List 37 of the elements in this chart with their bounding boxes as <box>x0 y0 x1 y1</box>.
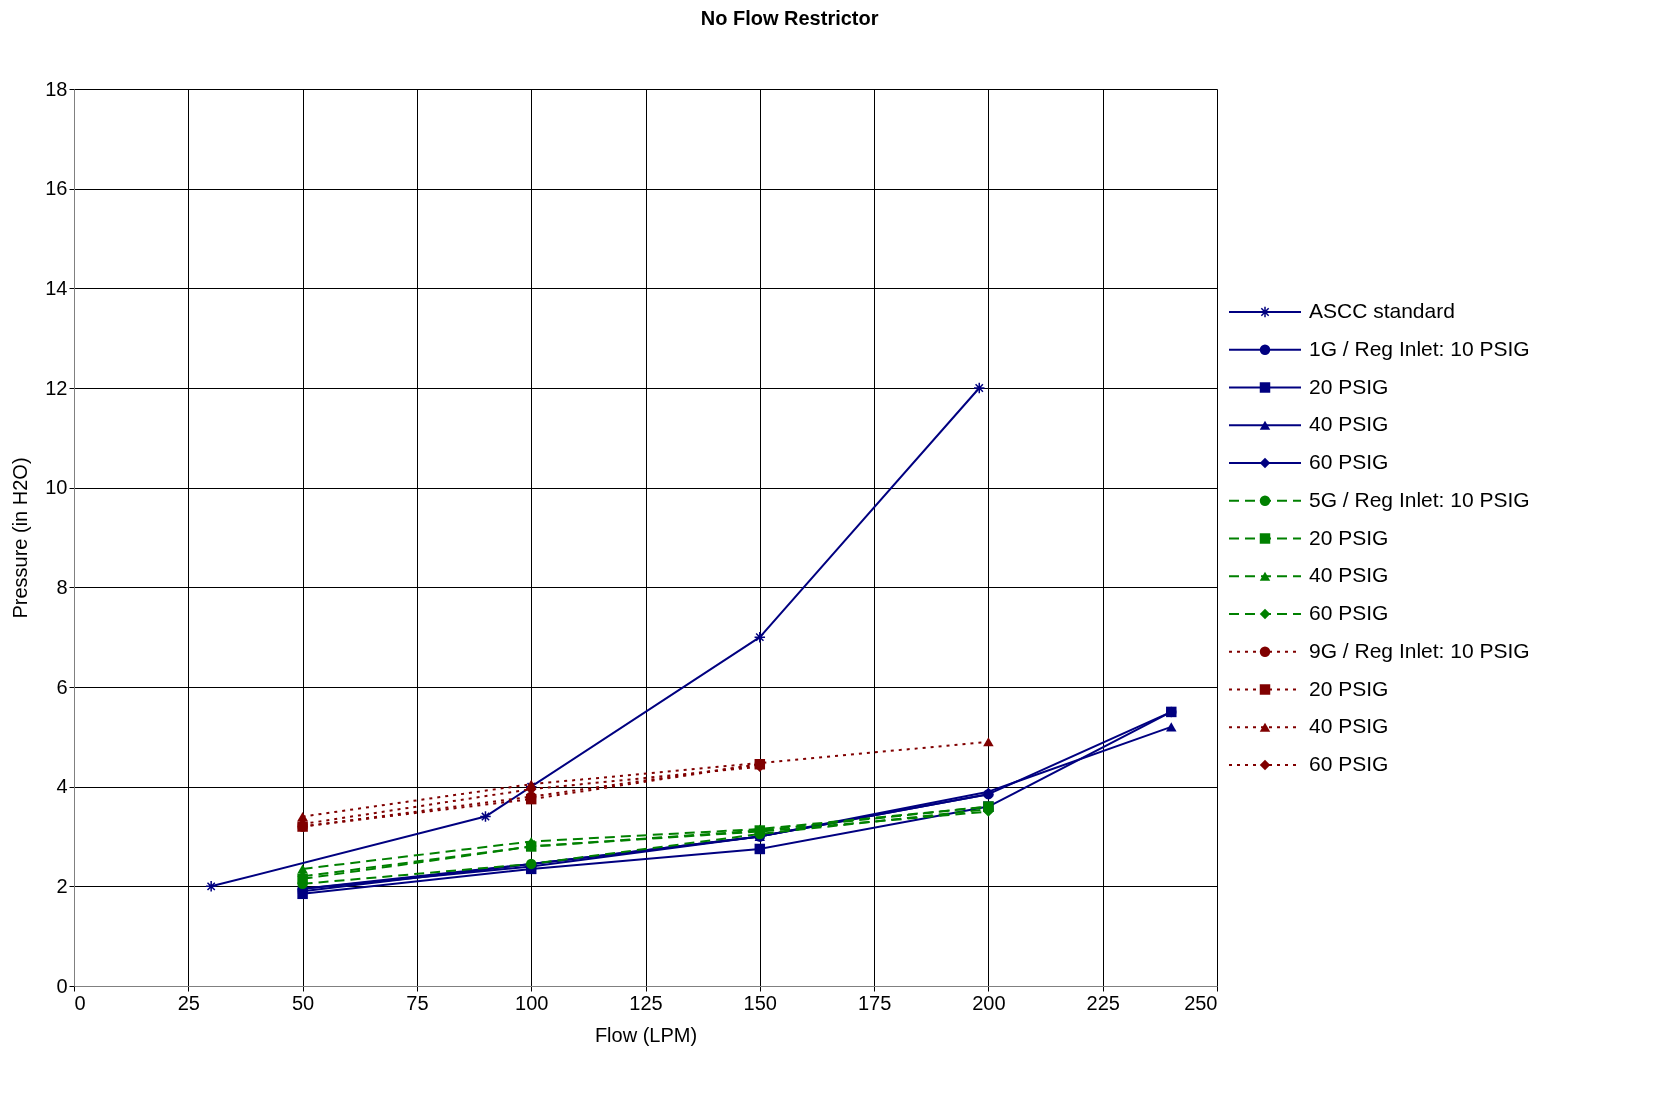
x-tick-label: 200 <box>972 991 1006 1014</box>
y-tick-label: 6 <box>56 675 68 698</box>
x-tick-label: 100 <box>515 991 549 1014</box>
x-tick-label: 150 <box>743 991 777 1014</box>
x-tick-label: 250 <box>1184 991 1218 1014</box>
y-tick-label: 12 <box>45 376 68 399</box>
x-tick-label: 0 <box>74 991 86 1014</box>
legend-label: 40 PSIG <box>1309 412 1389 436</box>
y-tick-label: 4 <box>56 775 68 798</box>
legend-label: 40 PSIG <box>1309 563 1389 587</box>
x-tick-label: 125 <box>629 991 663 1014</box>
legend-label: 60 PSIG <box>1309 450 1389 473</box>
legend-label: 20 PSIG <box>1309 525 1389 549</box>
legend-label: 20 PSIG <box>1309 676 1389 700</box>
y-tick-label: 8 <box>56 575 68 598</box>
legend-label: 1G / Reg Inlet: 10 PSIG <box>1309 336 1530 360</box>
legend-label: 60 PSIG <box>1309 752 1389 775</box>
y-tick-label: 10 <box>45 476 68 499</box>
chart-title: No Flow Restrictor <box>700 6 879 29</box>
y-tick-label: 14 <box>45 276 68 299</box>
legend-label: 5G / Reg Inlet: 10 PSIG <box>1309 487 1530 511</box>
y-tick-label: 2 <box>56 874 68 897</box>
x-tick-label: 225 <box>1086 991 1120 1014</box>
x-tick-label: 175 <box>857 991 892 1014</box>
x-tick-label: 25 <box>177 991 200 1014</box>
y-tick-label: 16 <box>45 177 68 200</box>
legend-label: 9G / Reg Inlet: 10 PSIG <box>1309 638 1530 662</box>
x-tick-label: 50 <box>291 991 315 1014</box>
x-axis-title: Flow (LPM) <box>594 1023 698 1046</box>
x-tick-label: 75 <box>406 991 429 1014</box>
y-axis-title: Pressure (in H2O) <box>9 457 32 619</box>
legend-label: 40 PSIG <box>1309 714 1389 738</box>
legend-label: ASCC standard <box>1309 299 1455 322</box>
legend-label: 20 PSIG <box>1309 374 1389 398</box>
y-tick-label: 0 <box>56 974 68 997</box>
legend-label: 60 PSIG <box>1309 601 1389 624</box>
y-tick-label: 18 <box>45 77 68 100</box>
